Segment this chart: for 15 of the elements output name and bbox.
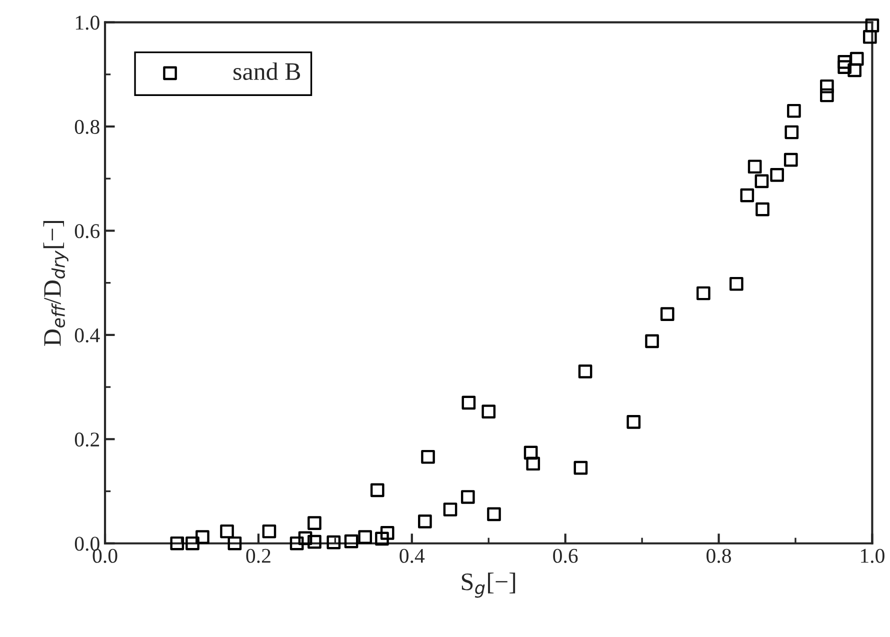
y-tick-label: 1.0: [76, 16, 100, 30]
x-tick-label: 0.4: [400, 548, 425, 563]
y-tick-label: 0.8: [74, 120, 100, 134]
x-tick-label: 0.8: [706, 548, 731, 563]
x-tick-label: 1.0: [861, 548, 884, 563]
x-axis-title: S$_{g}$[−]: [462, 572, 516, 598]
x-tick-label: 0.2: [246, 548, 270, 563]
y-tick-label: 0.6: [74, 224, 100, 238]
y-tick-label: 0.4: [74, 328, 100, 342]
y-axis-title: D$_{eff}$/D$_{dry}$[−]: [43, 221, 68, 346]
y-tick-label: 0.2: [74, 432, 100, 447]
x-tick-label: 0.6: [553, 548, 578, 563]
x-tick-label: 0.0: [92, 548, 118, 563]
y-tick-label: 0.0: [74, 536, 100, 551]
legend-label: sand B: [234, 62, 300, 80]
